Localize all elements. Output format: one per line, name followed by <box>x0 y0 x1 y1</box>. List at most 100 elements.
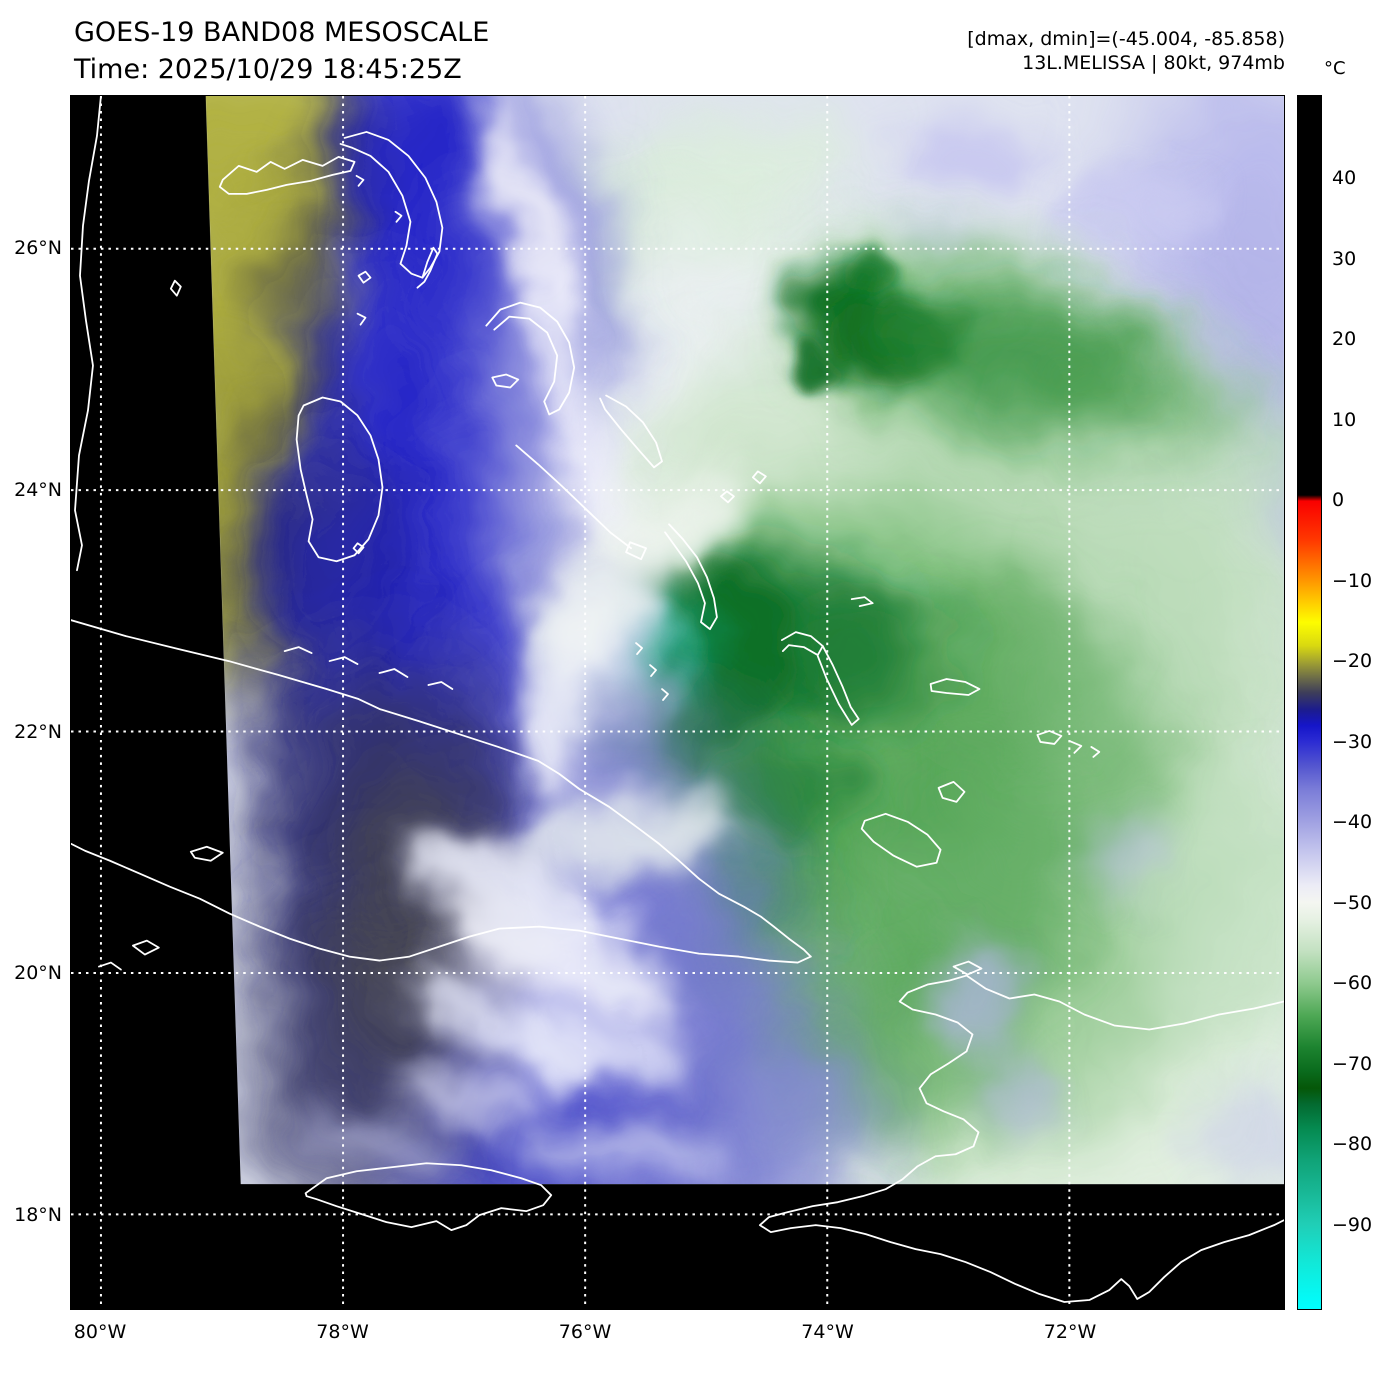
coastline-caicos-1 <box>1036 730 1063 745</box>
cloud-blob <box>512 1007 688 1082</box>
cloud-blob <box>522 789 738 881</box>
x-tick-label: 72°W <box>1043 1321 1097 1343</box>
coastline-cuba-north-coast <box>71 619 812 958</box>
cloud-blob <box>438 903 682 1026</box>
cloud-blob <box>1079 814 1180 895</box>
cloud-blob <box>834 255 895 296</box>
cloud-blob <box>999 635 1160 755</box>
coastline-tortuga <box>952 960 983 976</box>
cloud-blob <box>929 934 1020 1055</box>
coastline-new-providence <box>491 373 520 389</box>
plot-time: Time: 2025/10/29 18:45:25Z <box>74 54 462 85</box>
plot-annotations: [dmax, dmin]=(-45.004, -85.858) 13L.MELI… <box>967 27 1285 75</box>
y-tick-label: 22°N <box>14 720 62 743</box>
y-tick-label: 24°N <box>14 478 62 501</box>
colorbar-tick-label: −40 <box>1332 811 1373 833</box>
coastline-cuba-cays-4 <box>427 681 454 690</box>
coastline-hispaniola <box>758 974 1284 1303</box>
copyright-watermark: Copyright © 2020-2025 Dapiya <box>150 1368 548 1393</box>
plot-title: GOES-19 BAND08 MESOSCALE <box>74 17 490 48</box>
x-tick-label: 76°W <box>558 1321 612 1343</box>
coastline-caicos-3 <box>1090 746 1101 758</box>
coastline-grand-bahama <box>218 156 356 195</box>
coastline-little-inagua <box>937 780 966 803</box>
cloud-blob <box>764 600 955 720</box>
cloud-blob <box>265 435 406 656</box>
coastlines <box>71 96 1284 1303</box>
coastline-exuma-chain <box>515 444 632 550</box>
coastline-crooked-island <box>780 631 824 656</box>
colorbar-unit-label: °C <box>1324 58 1346 79</box>
colorbar-tick-label: −30 <box>1332 730 1373 753</box>
cloud-blob <box>520 1127 740 1182</box>
cloud-blob <box>791 348 848 393</box>
coastline-ragged-2 <box>649 664 657 677</box>
colorbar-tick-label: 10 <box>1332 408 1357 431</box>
colorbar-tick-label: −80 <box>1332 1133 1373 1155</box>
cloud-blob <box>533 570 647 660</box>
satellite-map: Copyright © 2020-2025 Dapiya <box>70 95 1285 1393</box>
coastline-berry-islands <box>357 270 372 284</box>
plot-header: GOES-19 BAND08 MESOSCALE Time: 2025/10/2… <box>74 14 489 88</box>
coastline-acklins <box>816 645 860 726</box>
dmax-dmin-annotation: [dmax, dmin]=(-45.004, -85.858) <box>967 28 1285 50</box>
colorbar-tick-label: −70 <box>1332 1052 1373 1075</box>
colorbar-tick-label: −60 <box>1332 972 1373 994</box>
colorbar-tick-label: 0 <box>1332 489 1345 511</box>
cloud-blob <box>679 105 860 206</box>
y-tick-label: 26°N <box>14 237 62 259</box>
coastline-great-exuma <box>625 541 647 561</box>
cloud-blob <box>899 115 1050 186</box>
x-tick-label: 78°W <box>316 1321 369 1343</box>
y-tick-label: 20°N <box>14 962 62 985</box>
x-tick-label: 80°W <box>73 1321 127 1343</box>
coastline-florida <box>74 96 102 572</box>
coastline-mayaguana <box>929 678 981 696</box>
coastline-abaco-cay1 <box>355 174 365 187</box>
cloud-blob <box>1055 169 1214 253</box>
cloud-blob <box>979 1049 1060 1140</box>
cloud-blob <box>301 1118 460 1170</box>
cloud-blob <box>729 1054 890 1185</box>
coastline-long-island <box>664 523 718 631</box>
coastline-cuba-cays-1 <box>283 646 313 654</box>
colorbar-tick-label: 20 <box>1332 328 1357 350</box>
cloud-blob <box>1189 1084 1284 1185</box>
cloud-blob <box>330 904 471 1085</box>
cloud-blob <box>1019 352 1239 439</box>
coastline-san-salvador <box>720 490 735 504</box>
coastline-cayman-2 <box>98 961 122 971</box>
coastline-eleuthera <box>485 301 576 416</box>
coastline-samana-cay <box>850 596 874 608</box>
coastline-cayman-1 <box>131 939 160 956</box>
coastline-cuba-cays-3 <box>378 668 409 678</box>
coastline-abaco-cay2 <box>394 210 403 223</box>
coastline-abaco-tail <box>416 246 439 289</box>
satellite-image <box>71 96 1284 1309</box>
coastline-ragged-1 <box>635 642 643 655</box>
colorbar-tick-label: −90 <box>1332 1213 1373 1236</box>
colorbar <box>1297 95 1322 1310</box>
colorbar-tick-label: 30 <box>1332 247 1357 270</box>
colorbar-tick-label: −10 <box>1332 569 1373 592</box>
coastline-cuba-south-coast <box>71 842 812 964</box>
cloud-blob <box>1069 455 1250 696</box>
colorbar-tick-label: −50 <box>1332 891 1373 914</box>
coastline-jamaica <box>304 1162 553 1232</box>
coastline-cuba-cays-2 <box>328 656 359 665</box>
y-tick-label: 18°N <box>14 1204 62 1227</box>
x-tick-label: 74°W <box>801 1321 854 1343</box>
cloud-blob <box>381 1067 560 1122</box>
coastline-caicos-2 <box>1068 740 1083 754</box>
cloud-temperature-field <box>205 96 1284 1185</box>
coastline-berry-cay <box>356 312 367 326</box>
coastline-cat-island <box>599 394 663 469</box>
storm-annotation: 13L.MELISSA | 80kt, 974mb <box>1022 52 1285 74</box>
colorbar-tick-label: −20 <box>1332 650 1373 672</box>
cloud-blob <box>719 739 860 850</box>
coastline-ragged-3 <box>661 688 669 701</box>
coastline-isla-juventud <box>189 845 224 862</box>
coastline-bimini <box>169 279 182 297</box>
coastline-rum-cay <box>751 470 767 485</box>
colorbar-tick-label: 40 <box>1332 167 1357 189</box>
